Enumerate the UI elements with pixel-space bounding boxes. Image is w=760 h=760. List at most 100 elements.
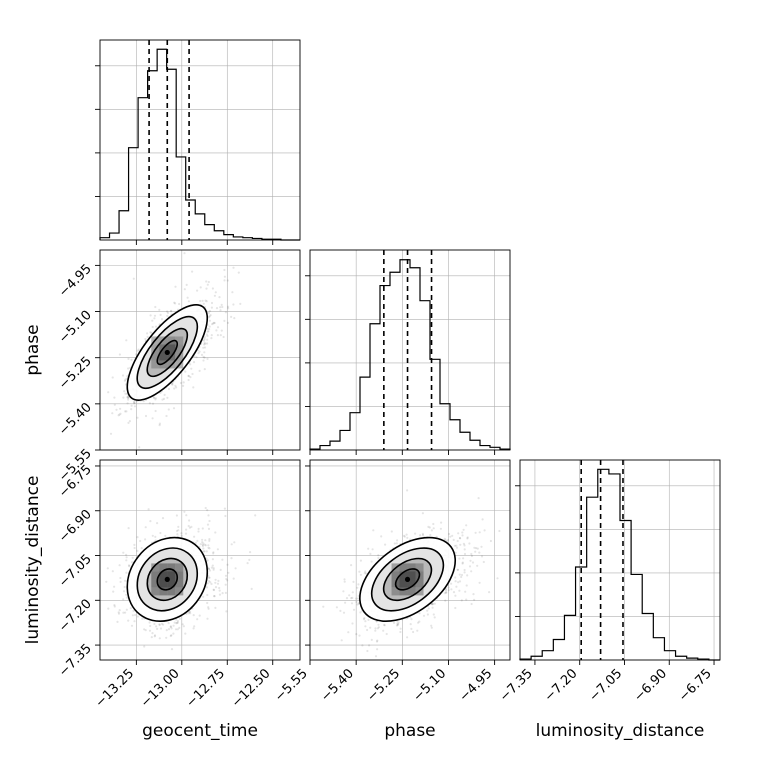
sample-point bbox=[482, 560, 485, 564]
grid-layer bbox=[100, 40, 720, 660]
sample-point bbox=[421, 512, 424, 515]
density-pixel bbox=[167, 336, 176, 345]
sample-point bbox=[146, 335, 149, 338]
sample-point bbox=[122, 551, 125, 554]
sample-point bbox=[203, 543, 206, 546]
density-pixel bbox=[415, 563, 424, 572]
sample-point bbox=[207, 546, 210, 549]
sample-point bbox=[454, 580, 457, 583]
sample-point bbox=[458, 536, 461, 540]
sample-point bbox=[227, 307, 230, 310]
sample-point bbox=[380, 535, 383, 538]
sample-point bbox=[189, 363, 192, 366]
sample-point bbox=[453, 544, 456, 547]
sample-point bbox=[204, 539, 207, 542]
x-axis-label-luminosity-distance: luminosity_distance bbox=[536, 721, 705, 741]
sample-point bbox=[233, 541, 236, 544]
sample-point bbox=[361, 644, 364, 647]
sample-point bbox=[188, 610, 191, 614]
contour-line-level-3 bbox=[146, 327, 189, 378]
sample-point bbox=[125, 571, 128, 574]
sample-point bbox=[470, 552, 473, 556]
sample-point bbox=[362, 618, 366, 621]
sample-point bbox=[226, 563, 229, 566]
sample-point bbox=[468, 542, 471, 545]
sample-point bbox=[226, 579, 229, 582]
sample-point bbox=[202, 542, 205, 545]
sample-point bbox=[471, 561, 475, 564]
contour-line-level-2 bbox=[136, 315, 199, 390]
sample-point bbox=[162, 623, 165, 626]
sample-point bbox=[466, 537, 469, 540]
sample-point bbox=[154, 305, 157, 309]
sample-point bbox=[176, 628, 179, 631]
sample-point bbox=[364, 570, 367, 573]
sample-point bbox=[198, 369, 201, 372]
sample-point bbox=[374, 629, 377, 632]
sample-point bbox=[111, 570, 114, 573]
sample-point bbox=[410, 618, 413, 621]
sample-point bbox=[202, 547, 205, 550]
sample-point bbox=[203, 368, 206, 371]
sample-point bbox=[206, 509, 209, 512]
sample-point bbox=[166, 311, 170, 314]
sample-point bbox=[125, 377, 128, 380]
sample-point bbox=[376, 639, 379, 642]
sample-point bbox=[175, 386, 178, 389]
sample-point bbox=[148, 402, 151, 405]
sample-point bbox=[124, 410, 127, 413]
sample-point bbox=[359, 611, 362, 614]
density-pixel bbox=[175, 344, 184, 353]
sample-point bbox=[196, 539, 199, 543]
sample-point bbox=[133, 620, 136, 623]
sample-point bbox=[427, 525, 430, 529]
sample-point bbox=[154, 535, 157, 539]
sample-point bbox=[113, 604, 116, 607]
sample-point bbox=[176, 621, 179, 624]
sample-point bbox=[489, 539, 492, 543]
sample-point bbox=[144, 538, 147, 541]
sample-point bbox=[183, 252, 186, 255]
sample-point bbox=[176, 533, 179, 536]
sample-point bbox=[470, 554, 473, 558]
density-pixel bbox=[175, 563, 184, 572]
sample-point bbox=[208, 569, 212, 572]
panel-frame bbox=[309, 249, 511, 451]
sample-point bbox=[125, 339, 128, 342]
sample-point bbox=[125, 596, 129, 599]
sample-point bbox=[396, 623, 399, 627]
sample-point bbox=[207, 316, 211, 319]
sample-point bbox=[352, 580, 355, 584]
sample-point bbox=[214, 606, 217, 610]
sample-point bbox=[137, 348, 140, 351]
density-pixel bbox=[407, 571, 416, 580]
contour-line-level-4 bbox=[156, 568, 179, 591]
sample-point bbox=[202, 302, 205, 305]
sample-point bbox=[175, 621, 179, 624]
sample-point bbox=[367, 547, 370, 550]
sample-point bbox=[210, 306, 213, 309]
sample-point bbox=[203, 335, 206, 339]
sample-point bbox=[211, 558, 214, 561]
sample-point bbox=[210, 301, 214, 305]
sample-point bbox=[151, 534, 154, 537]
sample-point bbox=[344, 601, 347, 604]
sample-point bbox=[212, 552, 215, 555]
sample-point bbox=[205, 300, 208, 303]
sample-point bbox=[163, 393, 166, 396]
sample-point bbox=[351, 591, 354, 594]
sample-point bbox=[459, 543, 462, 546]
sample-point bbox=[158, 637, 161, 640]
sample-point bbox=[472, 593, 475, 596]
sample-point bbox=[439, 527, 442, 530]
sample-point bbox=[207, 311, 210, 314]
density-pixel bbox=[407, 579, 416, 588]
panel-frame bbox=[99, 459, 301, 661]
sample-point bbox=[452, 591, 456, 594]
sample-point bbox=[158, 308, 161, 311]
sample-point bbox=[177, 529, 180, 532]
sample-point bbox=[122, 590, 126, 593]
sample-point bbox=[130, 624, 134, 627]
sample-point bbox=[128, 565, 131, 568]
sample-point bbox=[481, 518, 484, 521]
